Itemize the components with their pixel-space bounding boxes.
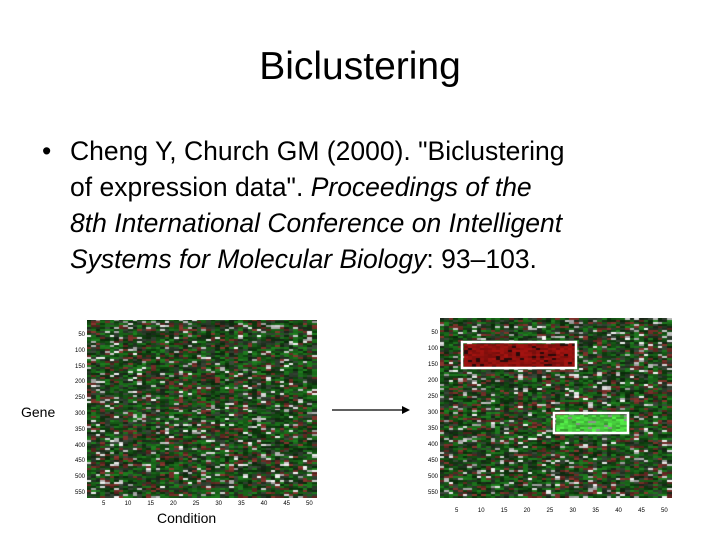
right-heatmap-x-tick: 25 — [546, 508, 554, 514]
right-heatmap-x-tick: 30 — [569, 508, 577, 514]
right-heatmap-y-tick: 300 — [427, 410, 438, 416]
left-heatmap-y-tick: 100 — [74, 347, 85, 354]
right-heatmap-y-tick: 100 — [427, 346, 438, 352]
right-heatmap-y-tick: 150 — [427, 362, 438, 368]
expression-heatmap-original — [87, 320, 317, 498]
right-heatmap-y-tick: 200 — [427, 378, 438, 384]
condition-axis-label: Condition — [157, 510, 217, 526]
right-heatmap-x-tick: 10 — [477, 508, 485, 514]
transform-arrow — [332, 406, 410, 414]
left-heatmap-y-tick: 400 — [74, 442, 85, 449]
bicluster-frame-low — [552, 411, 630, 435]
citation-line-3: 8th International Conference on Intellig… — [70, 208, 563, 238]
left-heatmap-x-tick: 20 — [170, 501, 177, 507]
left-heatmap-y-tick: 150 — [74, 363, 85, 370]
left-heatmap-x-tick: 15 — [147, 501, 155, 507]
bicluster-frame-high — [460, 340, 578, 370]
citation-pages: : 93–103. — [426, 244, 537, 274]
left-heatmap-y-tick: 550 — [74, 490, 85, 496]
expression-heatmap-biclustered — [440, 318, 672, 498]
right-heatmap-x-tick: 50 — [661, 508, 668, 514]
right-heatmap-x-tick: 20 — [523, 508, 531, 514]
left-heatmap-y-tick: 50 — [78, 332, 85, 338]
left-heatmap-x-tick: 30 — [215, 501, 223, 507]
left-heatmap-y-tick: 300 — [74, 411, 85, 417]
left-heatmap-y-tick: 500 — [74, 474, 85, 481]
right-heatmap-x-tick: 40 — [615, 508, 622, 514]
right-heatmap-x-tick: 5 — [455, 508, 459, 514]
citation-text: Cheng Y, Church GM (2000). "Biclustering… — [70, 133, 710, 277]
gene-axis-label: Gene — [21, 404, 56, 420]
left-heatmap-x-tick: 35 — [238, 501, 245, 507]
citation-line-2: of expression data". Proceedings of the — [70, 169, 710, 205]
right-heatmap-y-tick: 450 — [427, 458, 438, 464]
right-heatmap-y-tick: 50 — [431, 330, 438, 336]
bullet-dot: • — [42, 136, 52, 166]
right-heatmap-x-tick: 35 — [592, 508, 600, 514]
left-heatmap-x-tick: 50 — [306, 501, 313, 507]
citation-venue-part-3: Systems for Molecular Biology — [70, 244, 427, 274]
right-heatmap-x-tick: 45 — [638, 508, 645, 514]
citation-article-title-end: of expression data". — [70, 172, 311, 202]
right-heatmap-y-tick: 350 — [427, 426, 438, 432]
right-heatmap-y-tick: 550 — [427, 490, 438, 496]
left-heatmap-x-tick: 5 — [102, 501, 106, 507]
left-heatmap-y-tick: 250 — [74, 395, 85, 402]
left-heatmap-x-tick: 40 — [260, 501, 268, 507]
right-heatmap-y-tick: 400 — [427, 442, 438, 448]
left-heatmap-y-tick: 350 — [74, 426, 85, 433]
left-heatmap-x-tick: 25 — [192, 501, 200, 507]
left-heatmap-x-tick: 10 — [124, 501, 132, 507]
right-heatmap-y-tick: 500 — [427, 474, 438, 480]
left-heatmap-x-tick: 45 — [283, 501, 291, 507]
citation-line-1: Cheng Y, Church GM (2000). "Biclustering — [70, 136, 565, 166]
citation-venue-part-1: Proceedings of the — [310, 172, 532, 202]
left-heatmap-y-tick: 450 — [74, 458, 85, 465]
right-heatmap-y-tick: 250 — [427, 394, 438, 400]
left-heatmap-y-tick: 200 — [74, 379, 85, 386]
citation-line-4: Systems for Molecular Biology: 93–103. — [70, 241, 710, 277]
bicluster-overlay — [460, 340, 630, 435]
right-heatmap-x-tick: 15 — [500, 508, 508, 514]
slide-title: Biclustering — [259, 45, 461, 88]
